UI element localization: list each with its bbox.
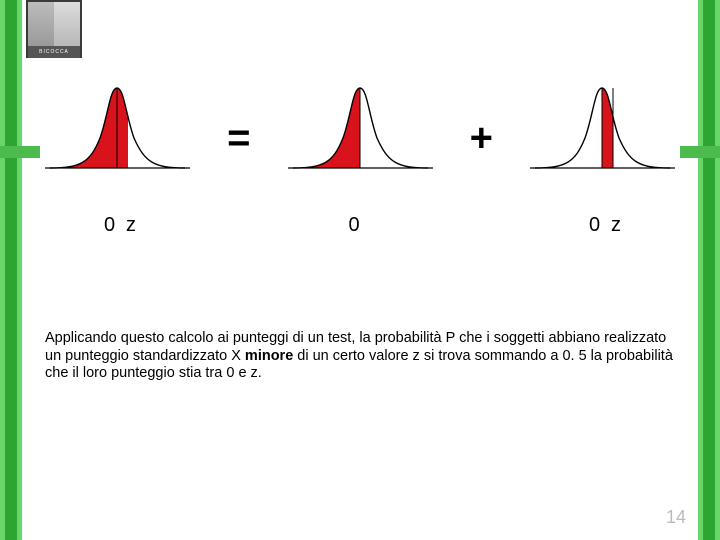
left-border-band: [0, 0, 22, 540]
plus-sign: +: [438, 68, 526, 208]
page-number: 14: [666, 507, 686, 528]
label-z: z: [126, 214, 136, 237]
label-zero: 0: [589, 214, 600, 237]
university-logo: BICOCCA: [26, 0, 82, 58]
right-border-band: [698, 0, 720, 540]
curve-panel-left: 0 z: [40, 68, 195, 208]
explanation-paragraph: Applicando questo calcolo ai punteggi di…: [45, 330, 680, 383]
logo-label: BICOCCA: [28, 46, 80, 58]
label-zero: 0: [349, 214, 360, 237]
curve-panel-mid: 0: [283, 68, 438, 208]
bell-curve-left: [40, 68, 195, 188]
shaded-area: [293, 88, 360, 168]
text-bold: minore: [245, 348, 293, 364]
right-border-inner: [703, 0, 715, 540]
left-border-inner: [5, 0, 17, 540]
bell-curve-mid: [283, 68, 438, 188]
equals-sign: =: [195, 68, 283, 208]
normal-curves-figure: 0 z = 0 +: [40, 60, 680, 215]
label-zero: 0: [104, 214, 115, 237]
shaded-area: [602, 88, 613, 168]
label-z: z: [611, 214, 621, 237]
bell-curve-right: [525, 68, 680, 188]
slide-page: BICOCCA 0 z = 0: [0, 0, 720, 540]
curve-panel-right: 0 z: [525, 68, 680, 208]
logo-crest: [28, 2, 80, 46]
